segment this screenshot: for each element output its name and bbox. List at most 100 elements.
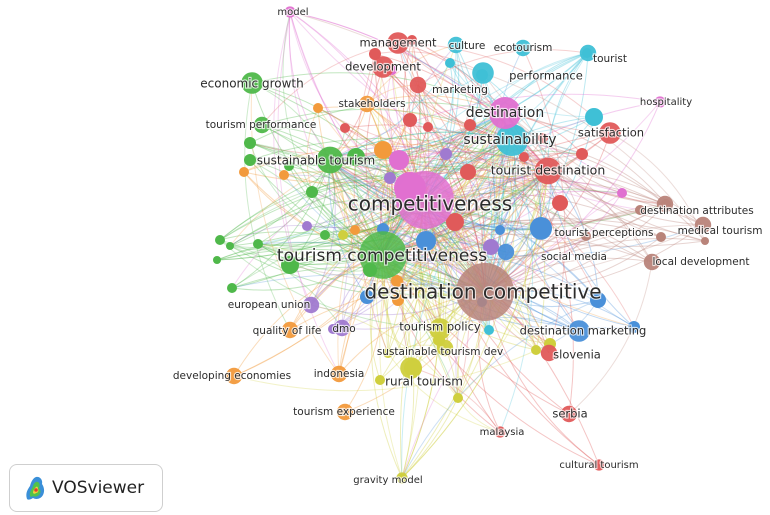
minor-node[interactable] <box>253 239 263 249</box>
node-marketing[interactable] <box>409 76 427 94</box>
minor-node[interactable] <box>483 239 499 255</box>
minor-node[interactable] <box>215 235 225 245</box>
node-sustainable-tourism-dev[interactable] <box>436 339 454 357</box>
node-social-media[interactable] <box>497 243 515 261</box>
minor-node[interactable] <box>239 167 249 177</box>
node-rural-tourism[interactable] <box>400 357 422 379</box>
node-label[interactable]: destination attributes <box>639 204 755 218</box>
minor-node[interactable] <box>531 345 541 355</box>
minor-node[interactable] <box>244 137 256 149</box>
node-label[interactable]: marketing <box>431 82 489 97</box>
node-quality-of-life[interactable] <box>281 321 299 339</box>
node-label[interactable]: indonesia <box>313 367 366 381</box>
minor-node[interactable] <box>213 256 221 264</box>
node-label[interactable]: medical tourism <box>676 224 763 238</box>
node-cultural-tourism[interactable] <box>593 459 605 471</box>
node-label[interactable]: model <box>276 6 309 19</box>
minor-node[interactable] <box>538 133 548 143</box>
node-label[interactable]: tourism performance <box>205 118 318 132</box>
minor-node[interactable] <box>440 148 452 160</box>
minor-node[interactable] <box>495 225 505 235</box>
node-malaysia[interactable] <box>494 426 506 438</box>
minor-node[interactable] <box>590 292 606 308</box>
node-competitiveness[interactable] <box>396 171 454 229</box>
minor-node[interactable] <box>284 161 294 171</box>
node-destination-attributes[interactable] <box>656 195 674 213</box>
minor-node[interactable] <box>340 123 350 133</box>
node-label[interactable]: sustainable tourism <box>256 152 377 168</box>
node-label[interactable]: stakeholders <box>337 97 406 111</box>
node-label[interactable]: development <box>344 58 423 74</box>
node-satisfaction[interactable] <box>599 122 621 144</box>
minor-node[interactable] <box>446 213 464 231</box>
node-label[interactable]: cultural tourism <box>558 459 639 472</box>
node-label[interactable]: gravity model <box>352 474 424 487</box>
node-label[interactable]: competitiveness <box>347 190 514 216</box>
node-label[interactable]: rural tourism <box>384 373 464 389</box>
node-tourism-competitiveness[interactable] <box>359 231 407 279</box>
minor-node[interactable] <box>453 393 463 403</box>
minor-node[interactable] <box>617 188 627 198</box>
node-label[interactable]: malaysia <box>478 426 525 439</box>
minor-node[interactable] <box>374 141 392 159</box>
minor-node[interactable] <box>383 348 393 358</box>
node-tourist-destination[interactable] <box>534 157 562 185</box>
node-ecotourism[interactable] <box>514 39 532 57</box>
node-label[interactable]: european union <box>227 298 312 312</box>
node-performance[interactable] <box>472 62 494 84</box>
node-tourist[interactable] <box>579 44 597 62</box>
node-label[interactable]: tourism competitiveness <box>276 245 489 267</box>
node-european-union[interactable] <box>302 296 320 314</box>
minor-node[interactable] <box>281 256 299 274</box>
node-gravity-model[interactable] <box>396 472 408 484</box>
node-economic-growth[interactable] <box>241 72 263 94</box>
node-label[interactable]: satisfaction <box>577 124 645 140</box>
minor-node[interactable] <box>585 108 603 126</box>
minor-node[interactable] <box>360 290 374 304</box>
minor-node[interactable] <box>484 325 494 335</box>
node-label[interactable]: tourism experience <box>292 405 396 419</box>
minor-node[interactable] <box>226 242 234 250</box>
minor-node[interactable] <box>302 221 312 231</box>
node-development[interactable] <box>372 56 394 78</box>
minor-node[interactable] <box>701 237 709 245</box>
node-label[interactable]: slovenia <box>552 346 602 362</box>
minor-node[interactable] <box>519 152 529 162</box>
minor-node[interactable] <box>445 58 455 68</box>
minor-node[interactable] <box>628 321 640 333</box>
node-hospitality[interactable] <box>654 96 666 108</box>
minor-node[interactable] <box>369 48 381 60</box>
node-label[interactable]: economic growth <box>199 75 305 91</box>
minor-node[interactable] <box>306 186 318 198</box>
node-destination-marketing[interactable] <box>568 320 590 342</box>
node-label[interactable]: tourist destination <box>490 161 607 178</box>
minor-node[interactable] <box>320 230 330 240</box>
node-management[interactable] <box>387 32 409 54</box>
minor-node[interactable] <box>416 231 436 251</box>
node-label[interactable]: destination <box>465 104 546 122</box>
node-sustainability[interactable] <box>496 124 528 156</box>
node-indonesia[interactable] <box>330 365 348 383</box>
minor-node[interactable] <box>375 375 385 385</box>
minor-node[interactable] <box>460 164 476 180</box>
node-slovenia[interactable] <box>540 344 558 362</box>
node-label[interactable]: culture <box>448 39 487 53</box>
node-sustainable-tourism[interactable] <box>316 146 344 174</box>
minor-node[interactable] <box>423 122 433 132</box>
minor-node[interactable] <box>244 154 256 166</box>
minor-node[interactable] <box>464 119 476 131</box>
node-label[interactable]: ecotourism <box>493 41 554 55</box>
minor-node[interactable] <box>407 35 417 45</box>
minor-node[interactable] <box>552 195 568 211</box>
node-destination-competitive[interactable] <box>456 263 514 321</box>
minor-node[interactable] <box>391 275 403 287</box>
node-label[interactable]: hospitality <box>639 96 694 109</box>
node-label[interactable]: dmo <box>331 322 357 336</box>
minor-node[interactable] <box>389 150 409 170</box>
minor-node[interactable] <box>313 103 323 113</box>
minor-node[interactable] <box>576 148 588 160</box>
node-label[interactable]: sustainable tourism dev <box>376 345 505 359</box>
minor-node[interactable] <box>384 172 396 184</box>
minor-node[interactable] <box>392 294 404 306</box>
node-destination[interactable] <box>489 97 521 129</box>
